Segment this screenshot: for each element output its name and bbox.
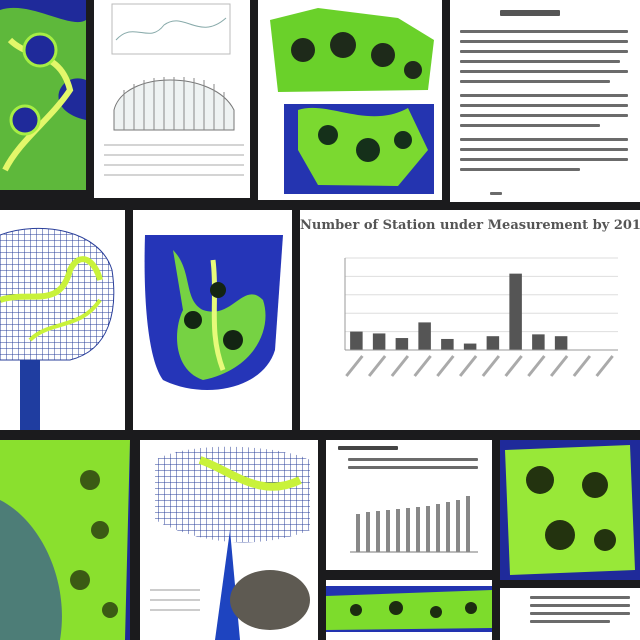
x-tick-label	[367, 355, 387, 377]
mesh-render-image	[270, 8, 434, 194]
x-tick-label	[458, 355, 478, 377]
bar	[350, 331, 363, 350]
x-tick-label	[595, 355, 614, 377]
bar	[418, 322, 431, 350]
bar-chart-svg	[344, 257, 618, 377]
mesh-render-image	[0, 0, 86, 190]
chart-title: Number of Station under Measurement by 2…	[300, 218, 640, 233]
mesh-render-image	[144, 235, 283, 390]
x-tick-label	[504, 355, 523, 377]
bar	[463, 343, 477, 350]
mesh-sphere-image	[150, 446, 310, 640]
bar	[395, 338, 409, 350]
mesh-render-tile-3	[133, 210, 292, 430]
bar	[486, 336, 500, 350]
document-page-tile-2	[500, 588, 640, 640]
document-page-tile-1	[450, 0, 640, 202]
bar-chart-tile: Number of Station under Measurement by 2…	[300, 210, 640, 430]
x-tick-label	[572, 355, 592, 377]
small-bar-chart	[350, 496, 478, 553]
mesh-render-tile-4	[0, 440, 130, 640]
x-tick-label	[436, 355, 455, 377]
mesh-sphere-tile-1	[0, 210, 125, 430]
bar	[532, 334, 545, 350]
mesh-strip-image	[326, 586, 492, 632]
x-tick-label	[390, 355, 410, 377]
x-tick-label	[481, 355, 501, 377]
x-tick-label	[549, 355, 569, 377]
bar	[554, 336, 568, 350]
mesh-sphere-tile-2	[140, 440, 318, 640]
mesh-render-tile-1	[0, 0, 86, 190]
mesh-render-tile-5	[500, 440, 640, 580]
bar	[372, 333, 386, 350]
mesh-render-image	[500, 440, 640, 580]
mesh-render-image	[0, 440, 130, 640]
bar	[509, 273, 522, 350]
x-tick-label	[527, 355, 546, 377]
mesh-sphere-image	[0, 227, 115, 430]
section-drawing	[104, 3, 244, 176]
x-tick-label	[345, 355, 364, 377]
small-chart-tile	[326, 440, 492, 570]
mesh-strip-tile	[326, 580, 492, 640]
x-tick-label	[413, 355, 432, 377]
bar	[441, 338, 454, 350]
mesh-render-tile-2	[258, 0, 442, 200]
section-drawing-tile	[94, 0, 250, 198]
